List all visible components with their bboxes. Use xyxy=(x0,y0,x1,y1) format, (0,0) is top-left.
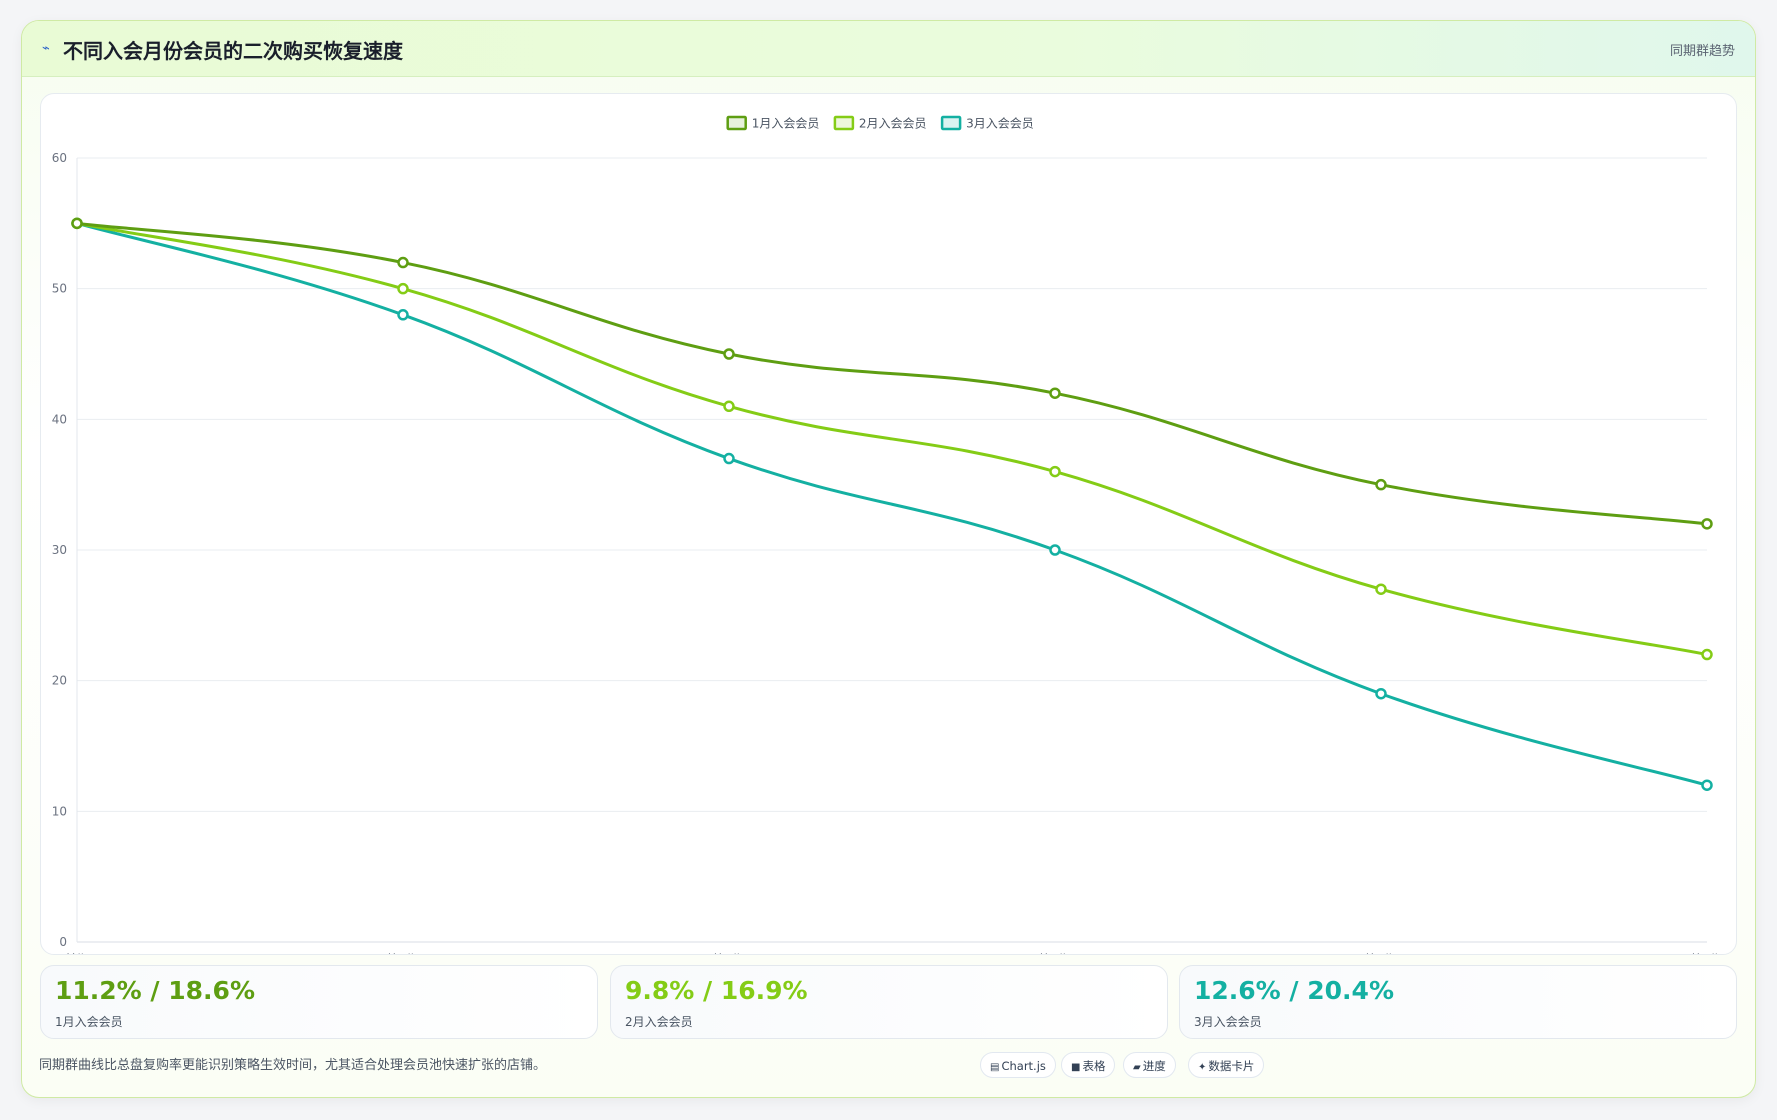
legend-label: 3月入会会员 xyxy=(966,117,1034,131)
x-tick-label: 第5期 xyxy=(1691,952,1724,954)
stat-card-jan: 11.2% / 18.6% 1月入会会员 xyxy=(40,965,598,1039)
x-tick-label: 第1期 xyxy=(387,952,420,954)
data-point xyxy=(723,348,735,360)
pill-label: 进度 xyxy=(1142,1059,1166,1073)
pill-table[interactable]: ■ 表格 xyxy=(1061,1052,1116,1078)
y-tick-label: 60 xyxy=(52,151,67,165)
y-tick-label: 30 xyxy=(52,543,67,557)
legend-swatch xyxy=(940,115,962,131)
pill-label: 表格 xyxy=(1082,1059,1106,1073)
y-tick-label: 0 xyxy=(59,935,67,949)
stat-label: 1月入会会员 xyxy=(55,1015,123,1029)
x-tick-label: 第2期 xyxy=(713,952,746,954)
y-tick-label: 40 xyxy=(52,412,67,426)
data-point xyxy=(397,256,409,269)
table-icon: ■ xyxy=(1071,1062,1081,1073)
data-point xyxy=(723,400,735,413)
series-line-3 xyxy=(75,221,1709,787)
legend-swatch xyxy=(726,115,747,131)
card-header: ⌁ 不同入会月份会员的二次购买恢复速度 同期群趋势 xyxy=(22,21,1755,77)
stat-label: 3月入会会员 xyxy=(1194,1015,1262,1029)
pill-label: 数据卡片 xyxy=(1208,1059,1255,1073)
data-point xyxy=(1049,544,1061,556)
data-point xyxy=(397,282,409,295)
pill-chartjs[interactable]: ▤ Chart.js xyxy=(980,1052,1056,1078)
data-point xyxy=(1701,518,1713,530)
x-tick-label: 首期 xyxy=(64,952,89,954)
y-tick-label: 10 xyxy=(52,804,67,818)
series-line-2 xyxy=(75,221,1709,657)
data-point xyxy=(71,217,83,230)
line-chart: 0 10 20 30 40 50 60 首期 第1期 第2期 第3期 第4期 第5期 1月入会会员 2月入会… xyxy=(52,115,1724,954)
chart-panel: 0 10 20 30 40 50 60 首期 第1期 第2期 第3期 第4期 第5期 1月入会会员 2月入会… xyxy=(40,93,1737,955)
y-tick-label: 50 xyxy=(52,282,67,296)
trend-icon: ⌁ xyxy=(42,41,50,56)
progress-icon: ▰ xyxy=(1133,1062,1141,1073)
stat-card-feb: 9.8% / 16.9% 2月入会会员 xyxy=(610,965,1168,1039)
x-tick-label: 第3期 xyxy=(1039,952,1072,954)
stat-value: 9.8% / 16.9% xyxy=(625,976,808,1005)
data-point xyxy=(1375,478,1387,491)
series-line-1 xyxy=(75,221,1709,526)
data-point xyxy=(1049,387,1061,399)
chart-icon: ▤ xyxy=(990,1062,1000,1073)
legend-swatch xyxy=(833,115,855,131)
legend-label: 1月入会会员 xyxy=(752,117,820,131)
pill-progress[interactable]: ▰ 进度 xyxy=(1123,1052,1176,1078)
data-point xyxy=(1701,779,1713,791)
data-point xyxy=(1701,648,1713,661)
data-point xyxy=(1375,583,1387,595)
stat-card-mar: 12.6% / 20.4% 3月入会会员 xyxy=(1179,965,1737,1039)
pill-data-card[interactable]: ✦ 数据卡片 xyxy=(1188,1052,1265,1078)
data-point xyxy=(397,309,409,321)
stat-value: 12.6% / 20.4% xyxy=(1194,976,1394,1005)
page-title: 不同入会月份会员的二次购买恢复速度 xyxy=(63,39,403,63)
data-card-icon: ✦ xyxy=(1198,1062,1207,1073)
y-tick-label: 20 xyxy=(52,674,67,688)
stat-label: 2月入会会员 xyxy=(625,1015,693,1029)
stat-value: 11.2% / 18.6% xyxy=(55,976,255,1005)
header-tag: 同期群趋势 xyxy=(1669,44,1735,59)
data-point xyxy=(1375,687,1387,700)
legend-label: 2月入会会员 xyxy=(859,117,927,131)
data-point xyxy=(723,452,735,465)
data-point xyxy=(1049,465,1061,478)
pill-label: Chart.js xyxy=(1001,1059,1046,1073)
x-tick-label: 第4期 xyxy=(1365,952,1398,954)
chart-card: ⌁ 不同入会月份会员的二次购买恢复速度 同期群趋势 0 10 20 30 40 50 60 首… xyxy=(21,20,1756,1098)
footnote: 同期群曲线比总盘复购率更能识别策略生效时间，尤其适合处理会员池快速扩张的店铺。 xyxy=(39,1058,547,1073)
